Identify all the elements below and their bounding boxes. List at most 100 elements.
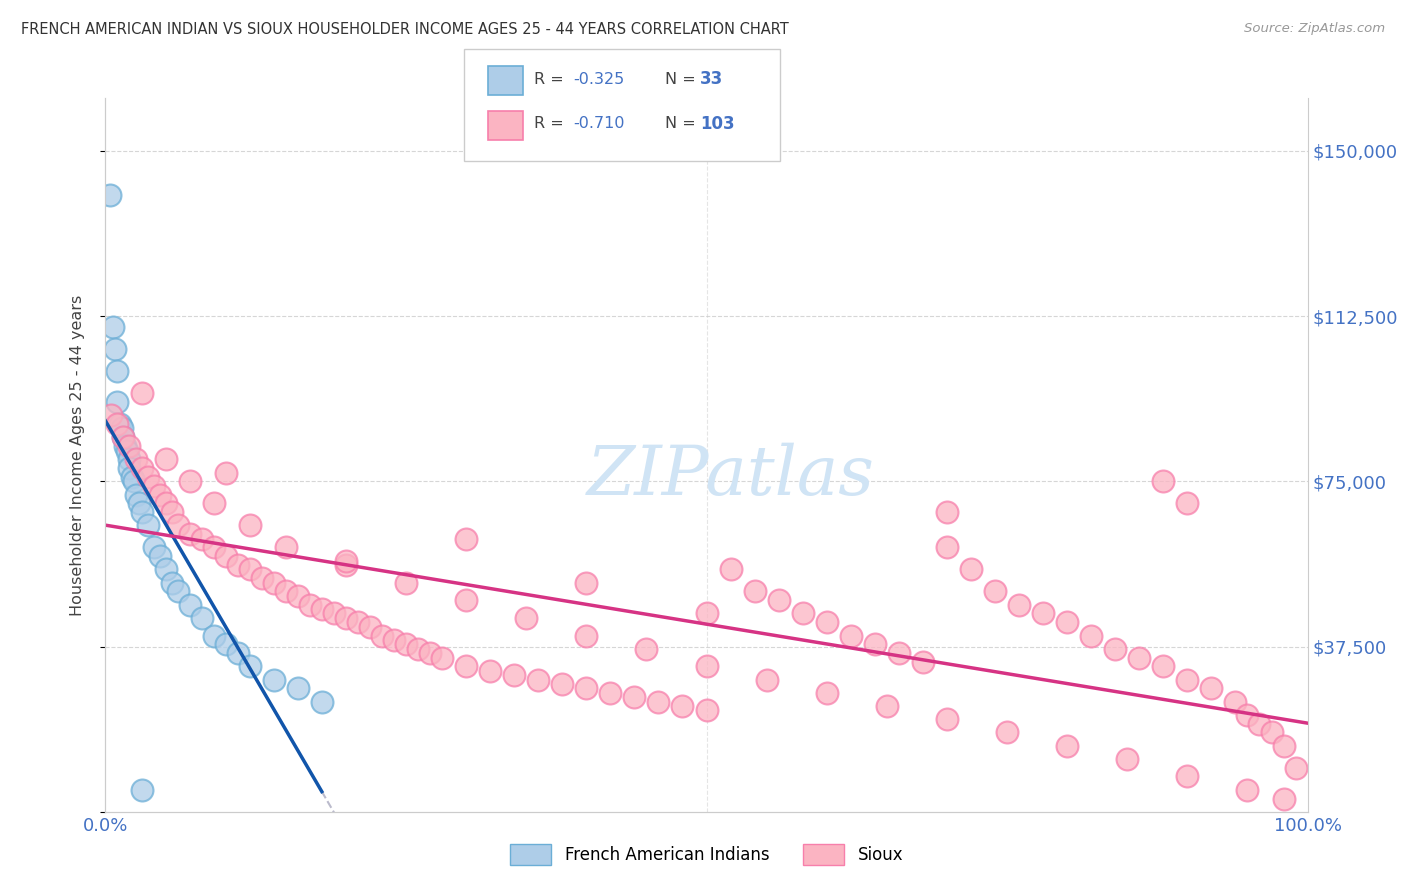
Point xyxy=(755,673,778,687)
Legend: French American Indians, Sioux: French American Indians, Sioux xyxy=(503,838,910,871)
Point xyxy=(322,607,344,621)
Point xyxy=(124,475,146,489)
Text: FRENCH AMERICAN INDIAN VS SIOUX HOUSEHOLDER INCOME AGES 25 - 44 YEARS CORRELATIO: FRENCH AMERICAN INDIAN VS SIOUX HOUSEHOL… xyxy=(21,22,789,37)
Point xyxy=(1284,761,1306,775)
Point xyxy=(335,554,357,568)
Point xyxy=(107,417,129,431)
Point xyxy=(108,417,131,431)
Point xyxy=(111,421,134,435)
Point xyxy=(382,632,405,647)
Point xyxy=(792,607,814,621)
Point xyxy=(575,575,598,590)
Point xyxy=(250,571,273,585)
Point xyxy=(100,409,122,423)
Point xyxy=(214,549,236,564)
Point xyxy=(104,342,127,356)
Point xyxy=(107,395,129,409)
Point xyxy=(599,686,621,700)
Point xyxy=(136,470,159,484)
Point xyxy=(131,461,153,475)
Point xyxy=(118,461,141,475)
Point xyxy=(98,188,121,202)
Point xyxy=(371,628,394,642)
Text: ZIPatlas: ZIPatlas xyxy=(586,443,875,509)
Point xyxy=(1116,752,1139,766)
Point xyxy=(214,637,236,651)
Point xyxy=(839,628,862,642)
Point xyxy=(454,532,477,546)
Point xyxy=(112,430,135,444)
Point xyxy=(166,584,188,599)
Point xyxy=(155,496,177,510)
Point xyxy=(1080,628,1102,642)
Point xyxy=(131,505,153,519)
Point xyxy=(311,602,333,616)
Point xyxy=(118,452,141,467)
Point xyxy=(155,452,177,467)
Point xyxy=(995,725,1018,739)
Point xyxy=(1056,615,1078,630)
Point xyxy=(1152,475,1174,489)
Point xyxy=(1272,791,1295,805)
Text: N =: N = xyxy=(665,72,702,87)
Point xyxy=(179,598,201,612)
Point xyxy=(124,487,146,501)
Point xyxy=(1175,769,1198,783)
Point xyxy=(274,584,297,599)
Point xyxy=(720,562,742,576)
Point xyxy=(226,646,249,660)
Point xyxy=(335,611,357,625)
Point xyxy=(479,664,502,678)
Point xyxy=(1032,607,1054,621)
Point xyxy=(311,695,333,709)
Point xyxy=(359,620,381,634)
Point xyxy=(1225,695,1247,709)
Point xyxy=(148,549,170,564)
Point xyxy=(696,703,718,717)
Point xyxy=(239,659,262,673)
Point xyxy=(876,698,898,713)
Point xyxy=(136,518,159,533)
Point xyxy=(1236,782,1258,797)
Point xyxy=(1008,598,1031,612)
Point xyxy=(239,518,262,533)
Point xyxy=(179,527,201,541)
Point xyxy=(1249,716,1271,731)
Point xyxy=(118,439,141,453)
Point xyxy=(202,628,225,642)
Point xyxy=(287,589,309,603)
Point xyxy=(636,641,658,656)
Point xyxy=(298,598,321,612)
Point xyxy=(395,575,418,590)
Point xyxy=(419,646,441,660)
Point xyxy=(527,673,550,687)
Point xyxy=(623,690,645,705)
Point xyxy=(202,496,225,510)
Point xyxy=(121,470,143,484)
Point xyxy=(142,479,165,493)
Point xyxy=(128,496,150,510)
Point xyxy=(515,611,537,625)
Point xyxy=(815,686,838,700)
Point xyxy=(190,611,212,625)
Text: R =: R = xyxy=(534,72,569,87)
Point xyxy=(1175,673,1198,687)
Text: -0.710: -0.710 xyxy=(574,117,626,131)
Point xyxy=(239,562,262,576)
Point xyxy=(960,562,983,576)
Point xyxy=(1175,496,1198,510)
Point xyxy=(1152,659,1174,673)
Point xyxy=(671,698,693,713)
Point xyxy=(503,668,526,682)
Point xyxy=(696,607,718,621)
Point xyxy=(101,320,124,334)
Point xyxy=(179,475,201,489)
Point xyxy=(696,659,718,673)
Point xyxy=(887,646,910,660)
Point xyxy=(911,655,934,669)
Point xyxy=(142,541,165,555)
Point xyxy=(347,615,370,630)
Point xyxy=(1201,681,1223,696)
Point xyxy=(984,584,1007,599)
Point xyxy=(647,695,669,709)
